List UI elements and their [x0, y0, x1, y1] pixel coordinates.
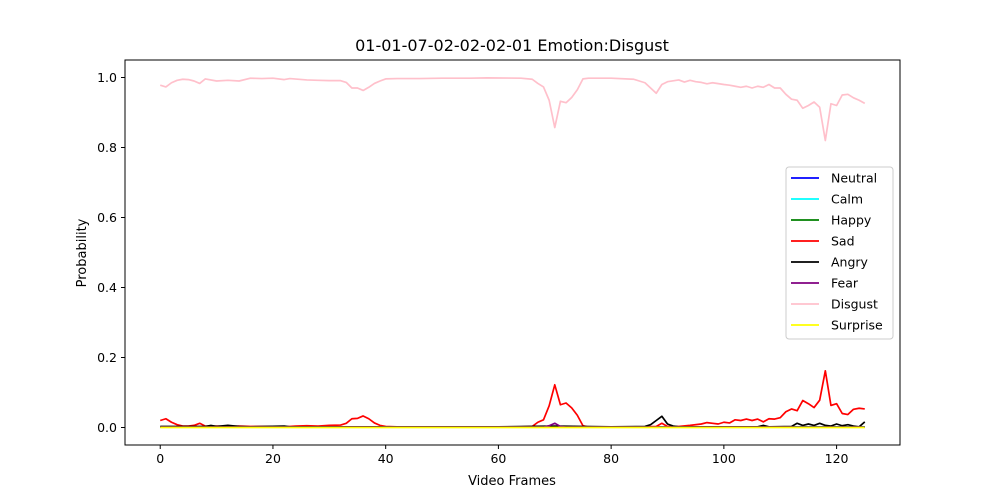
y-tick-label: 0.0 — [97, 420, 117, 435]
x-tick-label: 40 — [378, 451, 394, 466]
y-axis: 0.0 0.2 0.4 0.6 0.8 1.0 — [97, 70, 125, 435]
x-tick-label: 0 — [156, 451, 164, 466]
legend-box — [785, 166, 894, 340]
legend-label-calm: Calm — [831, 192, 863, 207]
legend-label-angry: Angry — [831, 255, 869, 270]
legend-label-disgust: Disgust — [831, 297, 878, 312]
series-layer — [159, 76, 866, 429]
series-line-disgust — [159, 76, 866, 142]
y-tick-label: 0.6 — [97, 210, 117, 225]
y-tick-label: 0.8 — [97, 140, 117, 155]
legend-label-neutral: Neutral — [831, 171, 877, 186]
x-tick-label: 100 — [712, 451, 736, 466]
y-tick-label: 0.4 — [97, 280, 117, 295]
legend: Neutral Calm Happy Sad Angry Fear Disgust Surpr… — [785, 166, 894, 340]
x-tick-label: 80 — [603, 451, 619, 466]
x-tick-label: 120 — [825, 451, 849, 466]
y-tick-label: 0.2 — [97, 350, 117, 365]
legend-label-happy: Happy — [831, 213, 872, 228]
x-axis-label: Video Frames — [468, 474, 556, 489]
y-axis-label: Probability — [75, 218, 90, 287]
plot-area-frame — [124, 59, 901, 446]
x-tick-label: 60 — [490, 451, 506, 466]
legend-label-sad: Sad — [831, 234, 855, 249]
legend-label-surprise: Surprise — [831, 318, 883, 333]
y-tick-label: 1.0 — [97, 70, 117, 85]
x-axis: 0 20 40 60 80 100 120 — [156, 445, 849, 466]
chart-title: 01-01-07-02-02-02-01 Emotion:Disgust — [355, 36, 669, 55]
x-tick-label: 20 — [265, 451, 281, 466]
legend-label-fear: Fear — [831, 276, 859, 291]
